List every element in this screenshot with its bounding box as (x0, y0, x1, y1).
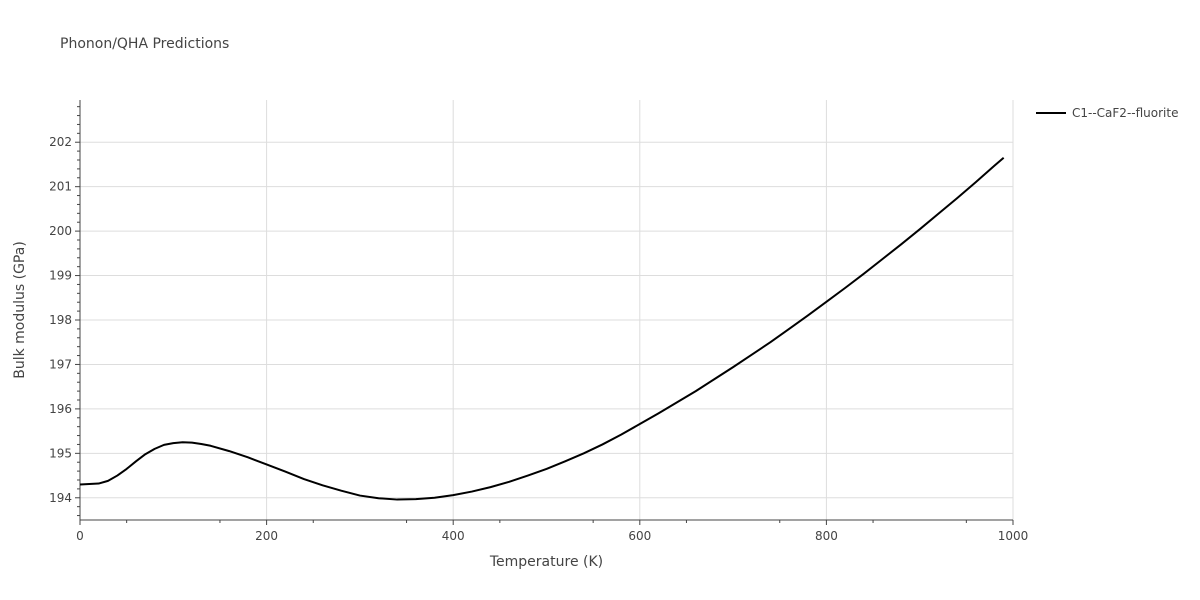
chart-title: Phonon/QHA Predictions (60, 36, 230, 52)
y-axis-title: Bulk modulus (GPa) (12, 241, 28, 379)
x-tick-label: 0 (76, 529, 84, 543)
x-tick-label: 400 (442, 529, 465, 543)
y-tick-label: 198 (49, 313, 72, 327)
legend[interactable]: C1--CaF2--fluorite (1036, 106, 1178, 120)
legend-label: C1--CaF2--fluorite (1072, 106, 1179, 120)
y-tick-label: 196 (49, 402, 72, 416)
y-tick-label: 195 (49, 446, 72, 460)
y-tick-label: 201 (49, 180, 72, 194)
x-tick-label: 600 (628, 529, 651, 543)
x-tick-label: 1000 (998, 529, 1029, 543)
axes: 0 200 400 600 800 1000 194 195 196 197 198 199 200 20… (49, 100, 1028, 543)
series-line-c1-caf2-fluorite[interactable] (79, 157, 1005, 501)
y-tick-label: 197 (49, 357, 72, 371)
y-tick-label: 200 (49, 224, 72, 238)
y-tick-label: 199 (49, 269, 72, 283)
y-tick-label: 194 (49, 491, 72, 505)
grid-lines (80, 100, 1014, 520)
series-layer (79, 157, 1005, 501)
x-tick-label: 800 (815, 529, 838, 543)
legend-swatch (1036, 112, 1066, 114)
x-tick-label: 200 (255, 529, 278, 543)
x-axis-title: Temperature (K) (489, 554, 604, 570)
y-tick-label: 202 (49, 135, 72, 149)
